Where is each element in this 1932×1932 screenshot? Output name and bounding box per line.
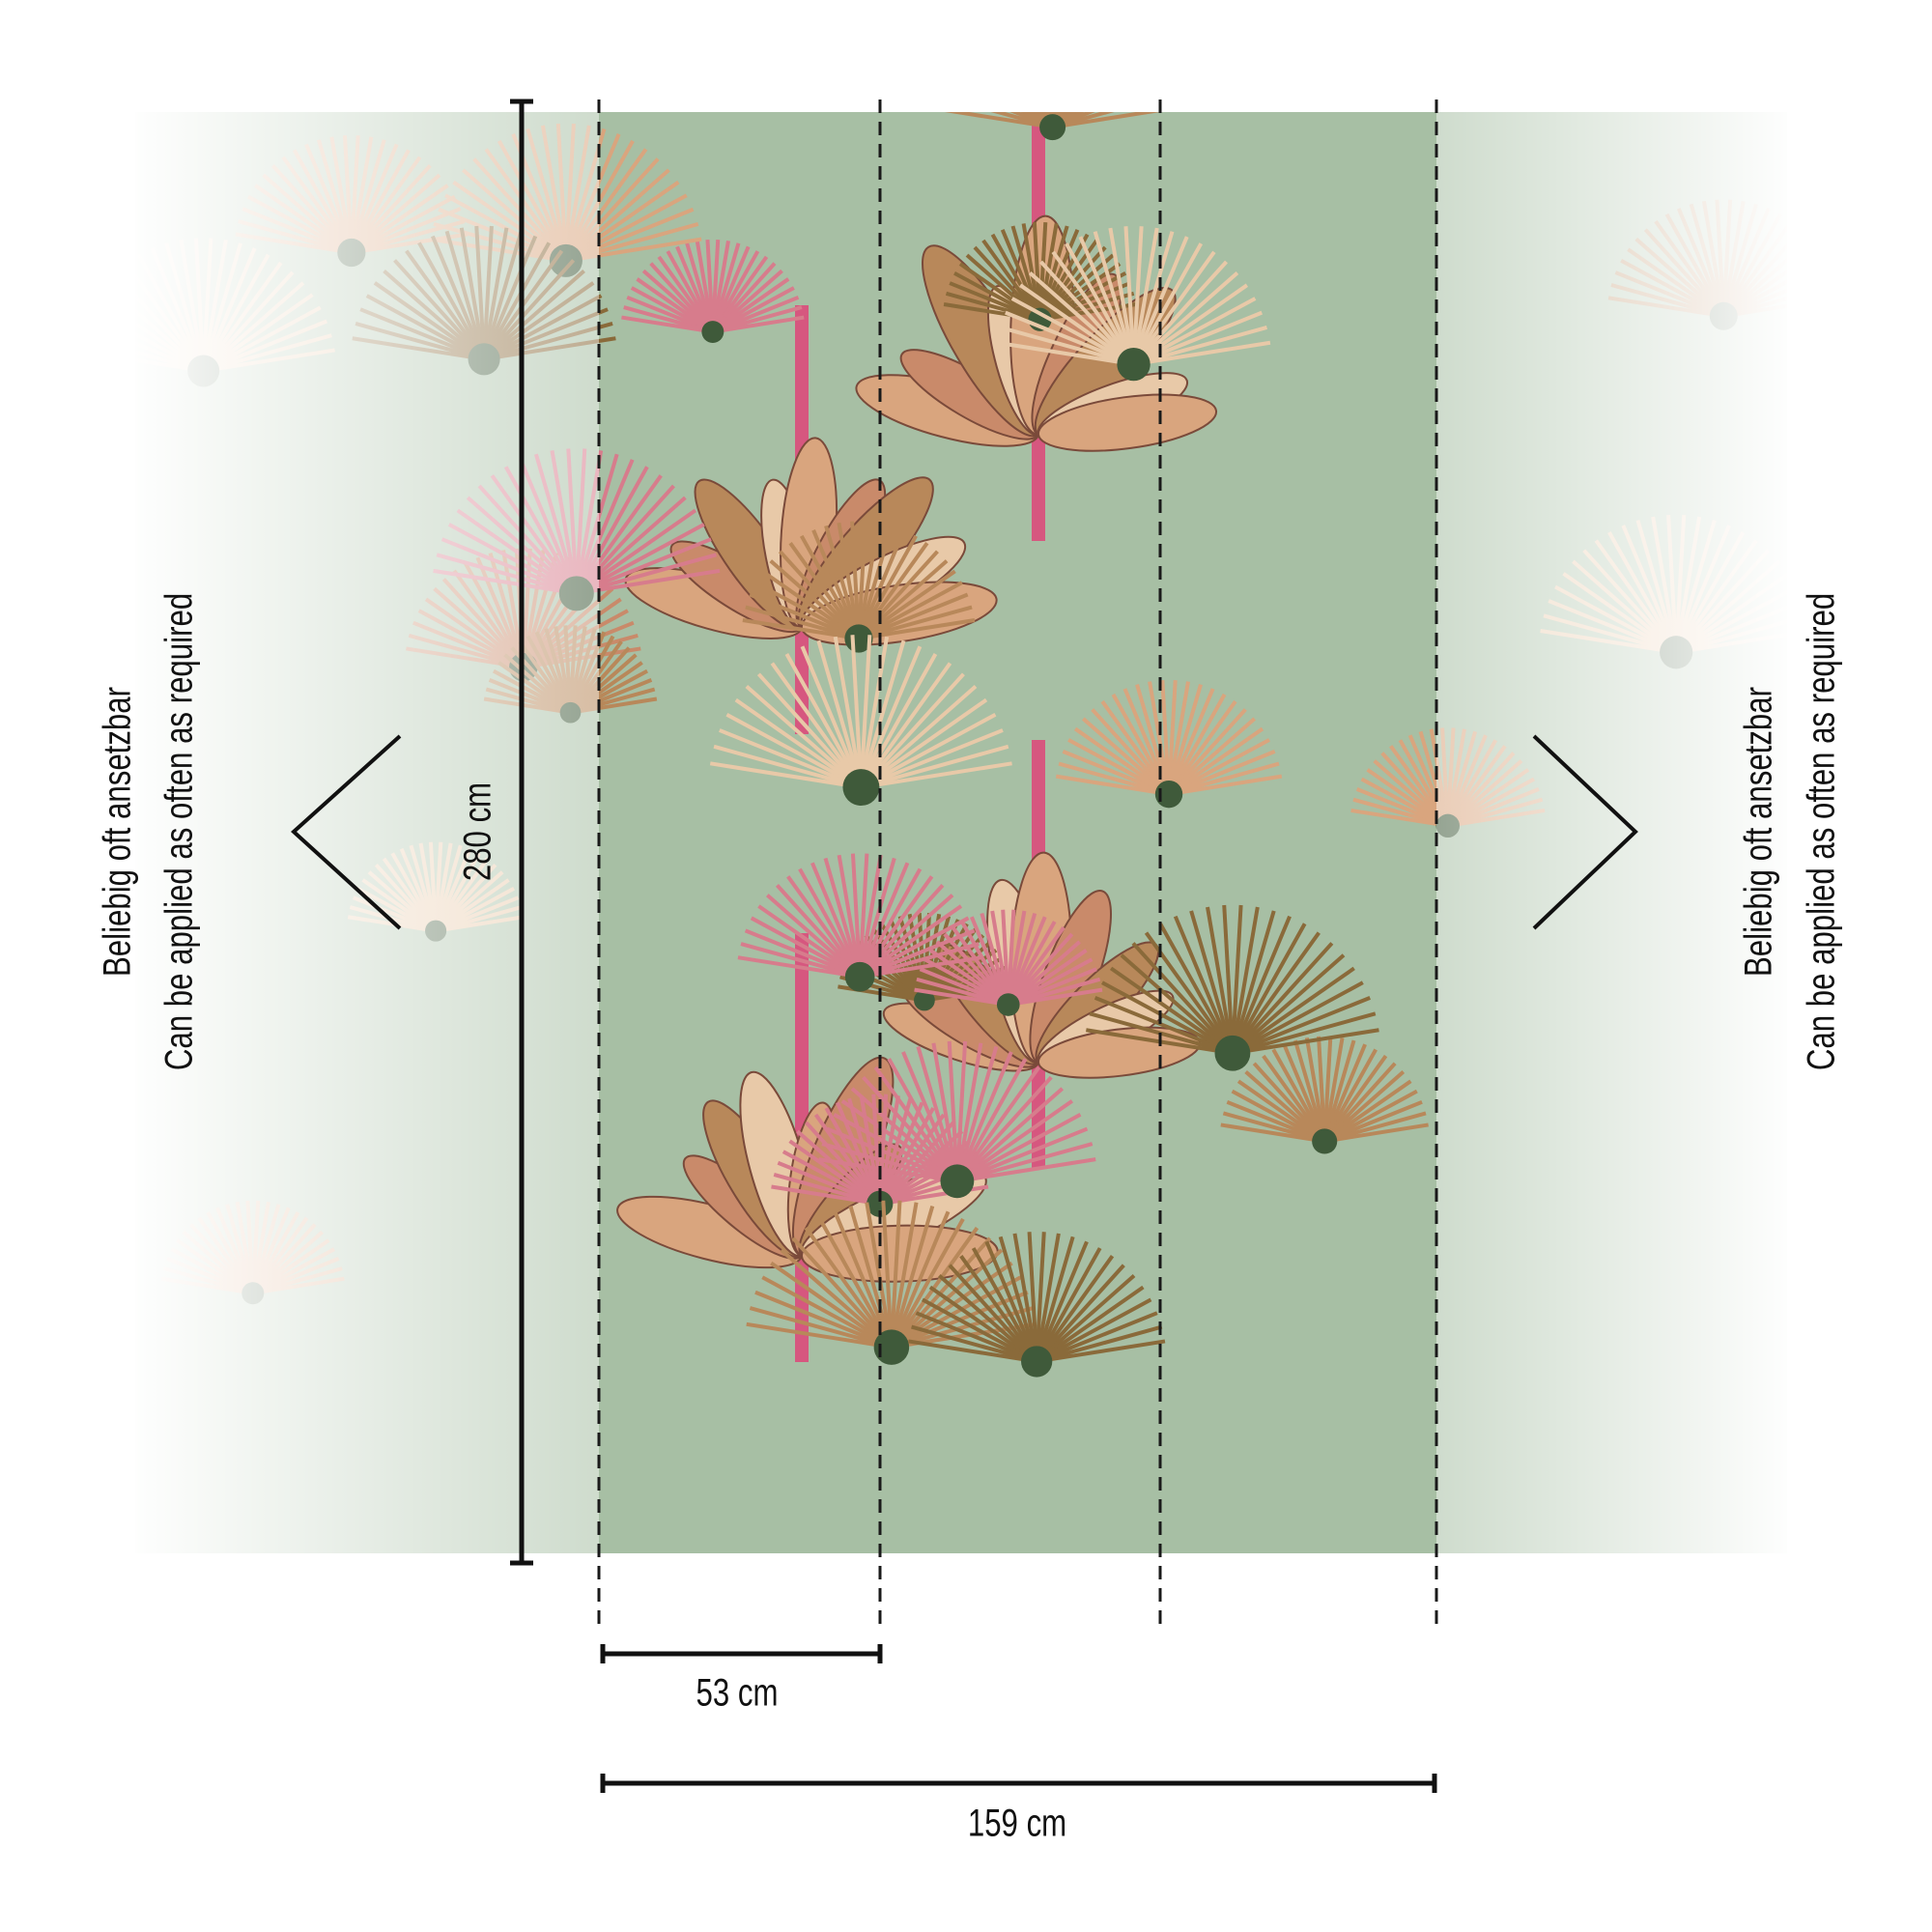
total-width-dimension-line: [600, 1774, 1437, 1793]
palm-fan-leaf: [621, 240, 805, 344]
banana-leaf: [1037, 393, 1218, 452]
strip-width-label: 53 cm: [696, 1671, 779, 1715]
repeat-note-en-right: Can be applied as often as required: [1800, 592, 1843, 1071]
palm-fan-leaf: [914, 909, 1103, 1016]
right-fade-overlay: [1436, 112, 1799, 1553]
palm-fan-leaf: [944, 112, 1161, 141]
total-width-label: 159 cm: [967, 1802, 1067, 1845]
height-label: 280 cm: [456, 781, 499, 882]
repeat-note-en-left: Can be applied as often as required: [157, 592, 201, 1071]
palm-fan-leaf: [709, 635, 1012, 807]
repeat-note-de-left: Beliebig oft ansetzbar: [96, 686, 139, 978]
height-dimension-line: [510, 99, 533, 1566]
strip-width-dimension-line: [600, 1644, 883, 1663]
chevron-left-icon: [291, 734, 402, 930]
palm-fan-leaf: [996, 226, 1271, 382]
palm-fan-leaf: [742, 521, 976, 653]
chevron-right-icon: [1532, 734, 1638, 930]
repeat-note-de-right: Beliebig oft ansetzbar: [1737, 686, 1780, 978]
palm-fan-leaf: [1086, 904, 1379, 1071]
palm-fan-leaf: [1220, 1036, 1429, 1154]
palm-fan-leaf: [908, 1232, 1166, 1378]
palm-fan-leaf: [818, 1040, 1096, 1199]
